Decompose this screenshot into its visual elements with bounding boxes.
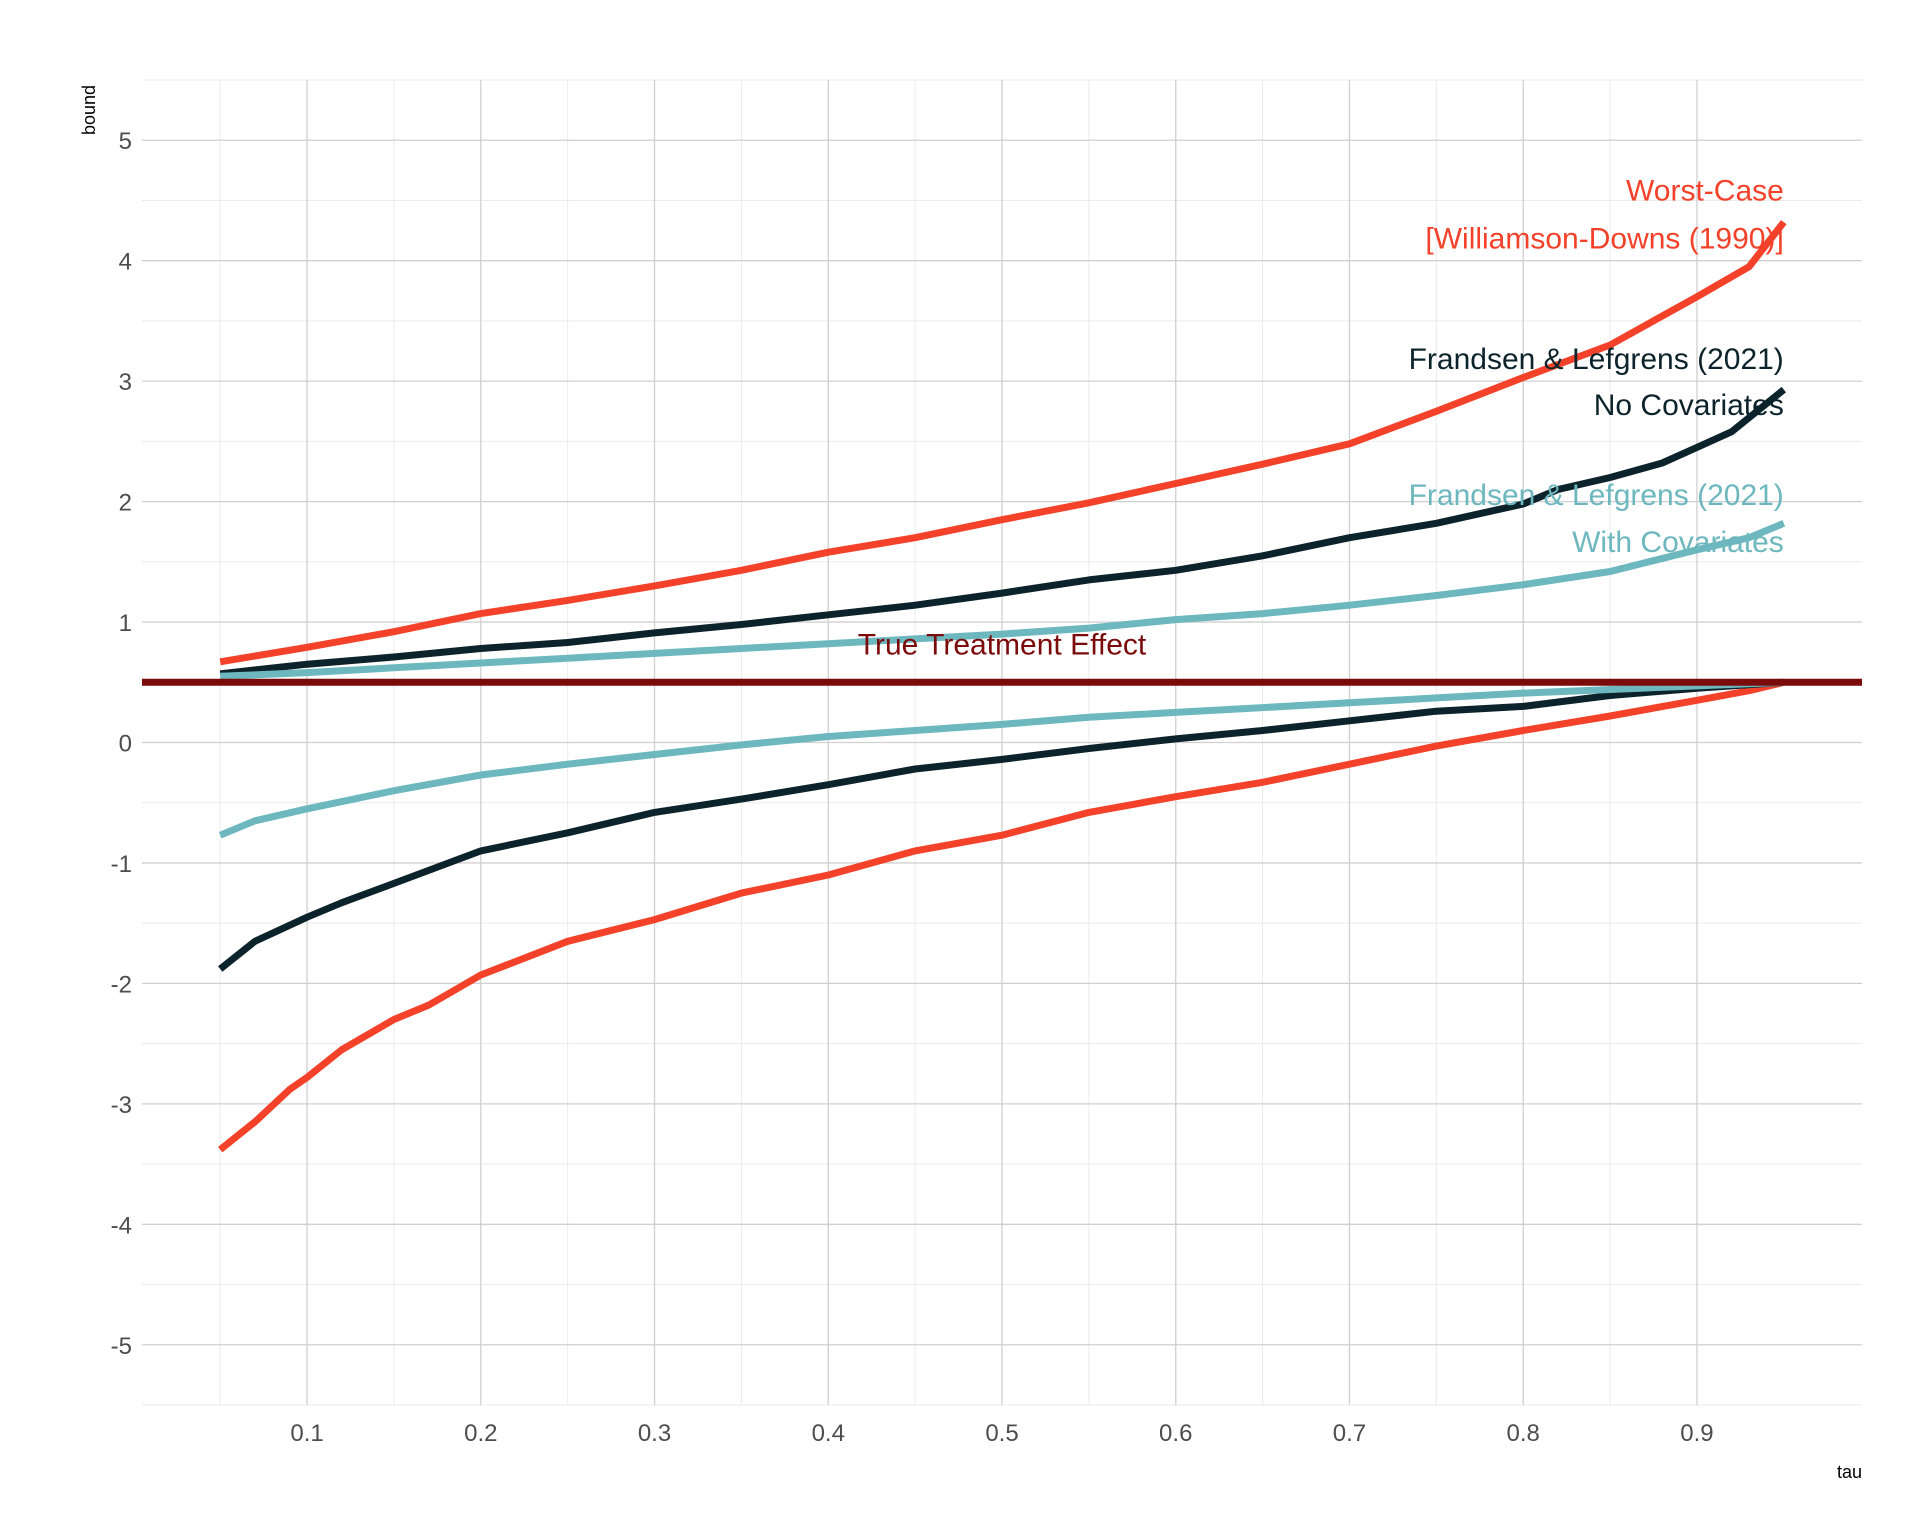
series-line-3 <box>219 386 1786 678</box>
y-tick-label: 2 <box>119 490 132 517</box>
annotation-6: With Covariates <box>1572 526 1784 559</box>
annotations: Worst-Case [Williamson-Downs (1990)] Frand… <box>858 174 1784 661</box>
annotation-1: Worst-Case <box>1626 174 1784 207</box>
annotation-2: [Williamson-Downs (1990)] <box>1425 223 1783 256</box>
y-axis-title: bound <box>79 85 99 135</box>
y-tick-label: -3 <box>111 1092 132 1119</box>
annotation-4: No Covariates <box>1594 389 1784 422</box>
x-tick-label: 0.5 <box>985 1420 1018 1447</box>
y-tick-label: 4 <box>119 249 132 276</box>
series-line-6 <box>218 678 1784 839</box>
y-tick-label: -5 <box>111 1333 132 1360</box>
series-line-4 <box>218 678 1785 972</box>
annotation-5: Frandsen & Lefgrens (2021) <box>1409 479 1784 512</box>
x-tick-label: 0.2 <box>464 1420 497 1447</box>
series-line-5 <box>220 520 1786 680</box>
x-tick-label: 0.6 <box>1159 1420 1192 1447</box>
x-tick-label: 0.1 <box>290 1420 323 1447</box>
y-tick-label: -1 <box>111 851 132 878</box>
y-tick-label: 5 <box>119 128 132 155</box>
x-tick-label: 0.3 <box>638 1420 671 1447</box>
x-tick-label: 0.9 <box>1680 1420 1713 1447</box>
annotation-7: True Treatment Effect <box>858 629 1147 662</box>
x-axis-title: tau <box>1837 1462 1862 1482</box>
tick-labels: -5 -4 -3 -2 -1 0 1 2 3 4 5 0.1 0.2 0.3 0.4 0.5 0.6 0.7 0.8… <box>111 128 1714 1447</box>
y-tick-label: -4 <box>111 1212 132 1239</box>
y-tick-label: -2 <box>111 971 132 998</box>
series-lines <box>218 219 1787 1153</box>
x-tick-label: 0.8 <box>1507 1420 1540 1447</box>
series-line-1 <box>219 219 1787 666</box>
series-line-2 <box>218 678 1785 1153</box>
x-tick-label: 0.7 <box>1333 1420 1366 1447</box>
grid <box>142 79 1862 1406</box>
x-tick-label: 0.4 <box>812 1420 845 1447</box>
y-tick-label: 0 <box>119 731 132 758</box>
annotation-3: Frandsen & Lefgrens (2021) <box>1409 343 1784 376</box>
y-tick-label: 1 <box>119 610 132 637</box>
y-tick-label: 3 <box>119 369 132 396</box>
